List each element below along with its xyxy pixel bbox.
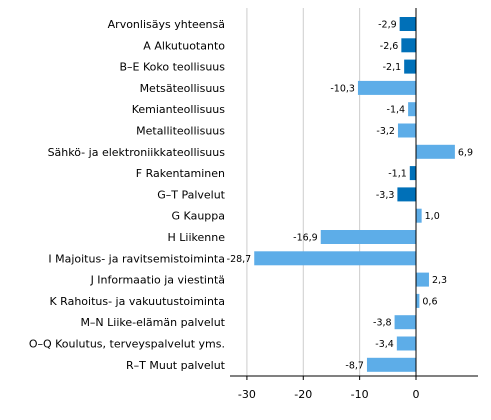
bar (397, 123, 416, 138)
data-label: 6,9 (458, 147, 473, 158)
data-label: -2,6 (380, 41, 399, 52)
category-label: B–E Koko teollisuus (120, 61, 226, 74)
data-label: -2,1 (383, 62, 402, 73)
category-label: J Informaatio ja viestintä (90, 274, 225, 287)
category-label: Sähkö- ja elektroniikkateollisuus (48, 146, 226, 159)
data-label: -3,8 (373, 318, 392, 329)
bar (399, 17, 416, 31)
category-label: G Kauppa (172, 210, 225, 223)
gridlines (246, 8, 361, 376)
x-tick-label: -20 (294, 388, 312, 401)
data-label: -3,4 (375, 339, 394, 350)
bar (408, 102, 416, 117)
bar (416, 144, 455, 159)
category-label: Kemianteollisuus (132, 103, 226, 116)
data-label: -28,7 (227, 254, 252, 265)
bar (409, 166, 416, 181)
category-label: I Majoitus- ja ravitsemistoiminta (48, 252, 225, 265)
category-label: G–T Palvelut (157, 188, 225, 201)
data-label: -3,3 (376, 190, 395, 201)
axes (230, 8, 478, 380)
data-label: -1,1 (388, 169, 407, 180)
data-label: 1,0 (425, 211, 440, 222)
category-label: O–Q Koulutus, terveyspalvelut yms. (29, 338, 225, 351)
bar (366, 357, 416, 372)
x-tick-label: -30 (238, 388, 256, 401)
data-label: 0,6 (422, 296, 437, 307)
category-label: Metsäteollisuus (140, 82, 226, 95)
bars (254, 17, 455, 372)
category-label: M–N Liike-elämän palvelut (80, 316, 225, 329)
category-label: F Rakentaminen (136, 167, 225, 180)
bar (394, 315, 416, 330)
data-label: 2,3 (432, 275, 447, 286)
data-label: -2,9 (378, 20, 397, 31)
category-label: A Alkutuotanto (143, 39, 225, 52)
category-label: Arvonlisäys yhteensä (108, 18, 225, 31)
x-tick-label: -10 (351, 388, 369, 401)
data-label: -16,9 (293, 233, 318, 244)
x-tick-label: 0 (413, 388, 420, 401)
category-label: R–T Muut palvelut (126, 359, 226, 372)
category-label: K Rahoitus- ja vakuutustoiminta (49, 295, 225, 308)
bar (416, 208, 422, 223)
data-label: -8,7 (345, 360, 364, 371)
data-label: -10,3 (330, 83, 355, 94)
data-label: -3,2 (376, 126, 395, 137)
bar (357, 80, 416, 95)
bar (396, 336, 416, 351)
bar (416, 272, 429, 287)
bar (397, 187, 416, 202)
labels: Arvonlisäys yhteensä -2,9 A Alkutuotanto -2… (29, 18, 473, 401)
bar (401, 38, 416, 53)
data-label: -1,4 (387, 105, 406, 116)
bar (416, 293, 420, 308)
category-label: H Liikenne (168, 231, 226, 244)
bar (320, 230, 416, 244)
bar (254, 251, 416, 266)
category-label: Metalliteollisuus (136, 125, 225, 138)
bar (404, 59, 416, 74)
